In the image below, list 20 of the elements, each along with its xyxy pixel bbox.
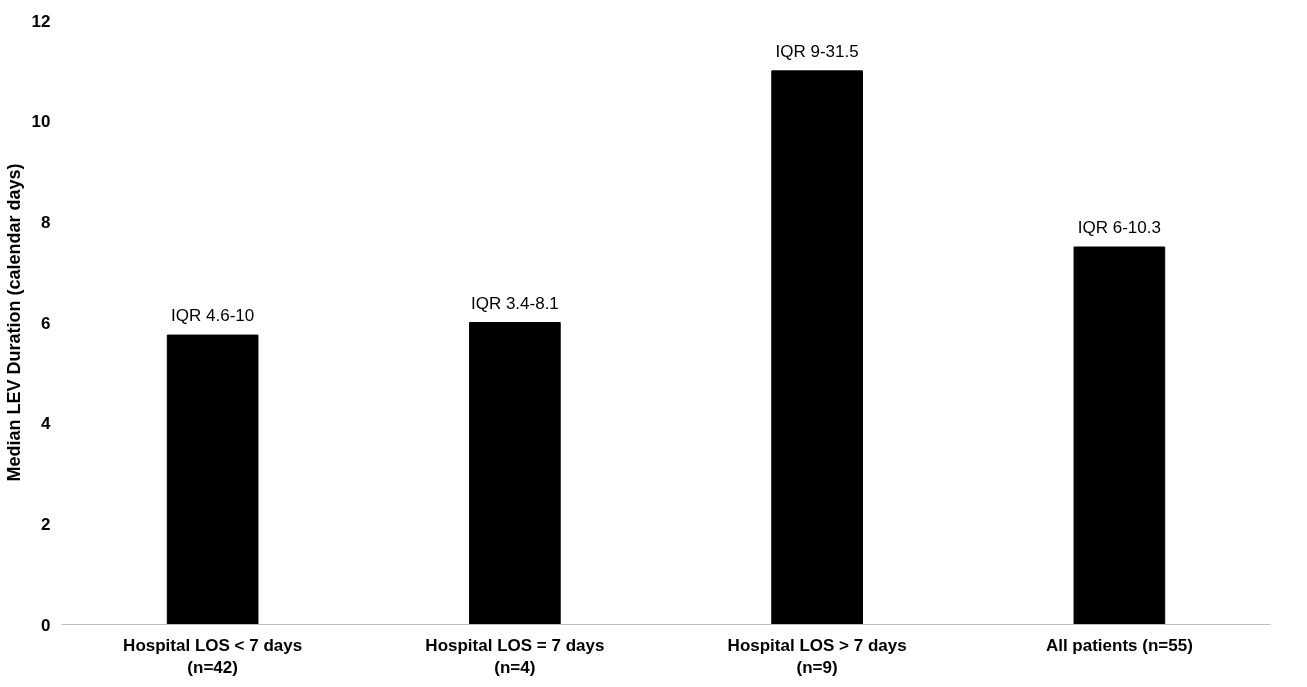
y-tick-label: 6 <box>41 313 51 333</box>
y-tick-label: 8 <box>41 212 51 232</box>
bar <box>1073 246 1166 625</box>
bar <box>469 322 561 625</box>
y-tick-label: 2 <box>41 514 51 534</box>
data-label: IQR 3.4-8.1 <box>470 293 559 313</box>
y-tick-label: 12 <box>31 11 51 31</box>
x-tick-label: Hospital LOS = 7 days (n=4) <box>425 635 605 678</box>
x-tick-label: All patients (n=55) <box>1045 635 1193 655</box>
x-tick-label: Hospital LOS > 7 days (n=9) <box>727 635 907 678</box>
bar <box>771 70 863 625</box>
y-tick-label: 4 <box>41 414 52 434</box>
y-axis-title: Median LEV Duration (calendar days) <box>3 163 24 482</box>
y-tick-label: 10 <box>31 112 51 132</box>
y-tick-label: 0 <box>41 615 51 635</box>
data-label: IQR 6-10.3 <box>1077 218 1161 237</box>
data-label: IQR 9-31.5 <box>775 41 859 61</box>
bar <box>166 334 259 625</box>
x-tick-label: Hospital LOS < 7 days (n=42) <box>123 635 303 678</box>
data-label: IQR 4.6-10 <box>171 306 255 326</box>
